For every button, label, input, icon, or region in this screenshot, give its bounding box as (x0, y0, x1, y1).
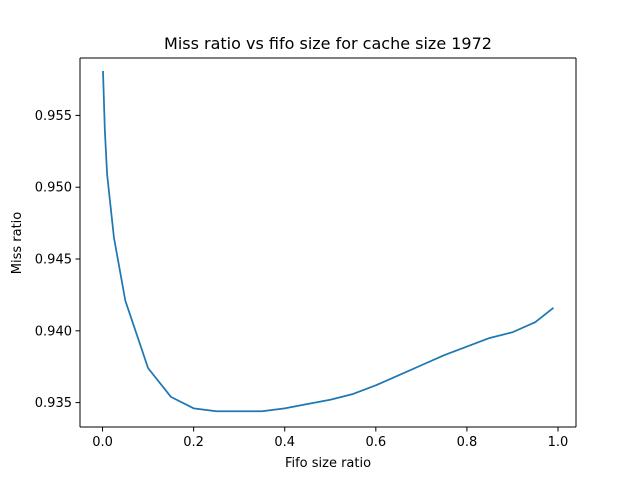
y-axis-label: Miss ratio (10, 212, 25, 275)
x-tick-label-3: 0.6 (365, 435, 386, 450)
y-tick-label-0: 0.935 (35, 396, 72, 411)
y-tick-label-1: 0.940 (35, 324, 72, 339)
x-tick-label-5: 1.0 (548, 435, 569, 450)
chart-title: Miss ratio vs fifo size for cache size 1… (164, 34, 492, 53)
x-axis-label: Fifo size ratio (285, 456, 371, 471)
x-tick-label-2: 0.4 (274, 435, 295, 450)
y-tick-label-2: 0.945 (35, 253, 72, 268)
plot-area: 0.0 0.2 0.4 0.6 0.8 1.0 0.935 0.940 0.945 0.950 0.… (35, 57, 577, 450)
y-tick-label-4: 0.955 (35, 109, 72, 124)
y-tick-label-3: 0.950 (35, 181, 72, 196)
x-tick-label-1: 0.2 (183, 435, 204, 450)
series-line-0 (102, 70, 554, 413)
x-tick-label-0: 0.0 (92, 435, 113, 450)
x-tick-label-4: 0.8 (457, 435, 478, 450)
